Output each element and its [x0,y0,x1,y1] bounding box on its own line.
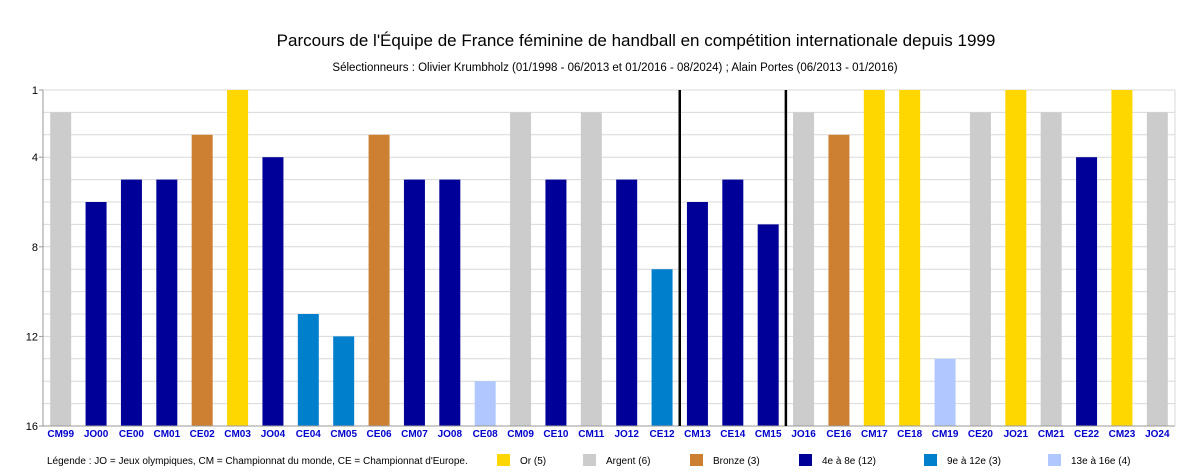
y-tick-label: 4 [32,152,38,164]
x-tick-label: CM99 [47,429,74,440]
legend-label: Bronze (3) [713,456,760,467]
bar-cm23 [1111,90,1133,426]
bar-ce06 [368,134,390,427]
coach-change-separators [678,90,788,426]
bar-ce20 [969,112,991,427]
legend-label: 4e à 8e (12) [822,456,876,467]
y-tick-label: 8 [32,242,38,254]
legend-label: Or (5) [520,456,546,467]
bar-ce00 [120,179,142,426]
bar-jo04 [262,157,284,426]
bar-ce10 [545,179,567,426]
bar-jo08 [439,179,461,426]
legend: Légende : JO = Jeux olympiques, CM = Cha… [47,454,1131,467]
x-tick-label: CM11 [578,429,605,440]
chart-subtitle: Sélectionneurs : Olivier Krumbholz (01/1… [332,62,897,74]
x-tick-label: CM13 [684,429,711,440]
bar-jo12 [616,179,638,426]
y-tick-label: 12 [26,331,38,343]
x-tick-label: CM23 [1109,429,1136,440]
y-tick-label: 16 [26,421,38,433]
x-tick-label: CE22 [1074,429,1099,440]
x-tick-label: JO00 [84,429,109,440]
x-tick-label: JO04 [261,429,286,440]
bar-cm15 [757,224,779,426]
bar-cm19 [934,358,956,426]
bar-ce16 [828,134,850,427]
bar-ce08 [474,381,496,426]
bar-cm03 [227,90,249,426]
x-tick-label: CE10 [543,429,568,440]
bar-jo24 [1146,112,1168,427]
x-tick-label: CM05 [330,429,357,440]
x-tick-label: JO24 [1145,429,1170,440]
x-tick-label: CM21 [1038,429,1065,440]
x-tick-label: CE18 [897,429,922,440]
x-tick-label: CM17 [861,429,888,440]
x-tick-label: JO08 [438,429,463,440]
bar-ce02 [191,134,213,427]
x-tick-label: CM09 [507,429,534,440]
x-tick-label: CE12 [650,429,675,440]
bar-cm07 [403,179,425,426]
x-tick-label: CE06 [367,429,392,440]
legend-label: 9e à 12e (3) [947,456,1001,467]
y-axis-tick-labels: 1 4 8 12 16 [26,85,43,433]
x-tick-label: CE16 [826,429,851,440]
x-tick-label: CE20 [968,429,993,440]
bar-cm09 [510,112,532,427]
bar-cm11 [580,112,602,427]
bar-ce12 [651,269,673,426]
legend-swatch [583,454,596,466]
x-tick-label: JO12 [614,429,639,440]
legend-note: Légende : JO = Jeux olympiques, CM = Cha… [47,456,468,467]
bar-cm99 [50,112,72,427]
bars [50,90,1168,427]
chart-title: Parcours de l'Équipe de France féminine … [277,31,996,50]
x-tick-label: CM03 [224,429,251,440]
bar-ce14 [722,179,744,426]
y-tick-label: 1 [32,85,38,97]
legend-swatch [690,454,703,466]
x-tick-label: CM01 [153,429,180,440]
axes [42,90,1176,427]
bar-jo00 [85,202,107,426]
bar-cm17 [863,90,885,426]
x-tick-label: CE08 [473,429,498,440]
bar-cm05 [333,336,355,426]
legend-swatch [1048,454,1061,466]
x-tick-label: CE00 [119,429,144,440]
x-tick-label: CE14 [720,429,745,440]
x-tick-label: CE02 [190,429,215,440]
x-tick-label: CM19 [932,429,959,440]
bar-ce04 [297,314,319,426]
bar-ce22 [1076,157,1098,426]
x-tick-label: JO21 [1004,429,1029,440]
bar-jo16 [793,112,815,427]
x-tick-label: CM15 [755,429,782,440]
bar-cm13 [686,202,708,426]
bar-jo21 [1005,90,1027,426]
legend-swatch [799,454,812,466]
legend-label: 13e à 16e (4) [1071,456,1131,467]
legend-label: Argent (6) [606,456,650,467]
bar-cm21 [1040,112,1062,427]
x-tick-label: JO16 [791,429,816,440]
bar-ce18 [899,90,921,426]
legend-swatch [497,454,510,466]
bar-cm01 [156,179,178,426]
x-tick-label: CM07 [401,429,428,440]
x-tick-label: CE04 [296,429,321,440]
legend-swatch [924,454,937,466]
x-axis-tick-labels: CM99 JO00 CE00 CM01 CE02 CM03 JO04 CE04 CM05 CE06… [47,429,1170,440]
